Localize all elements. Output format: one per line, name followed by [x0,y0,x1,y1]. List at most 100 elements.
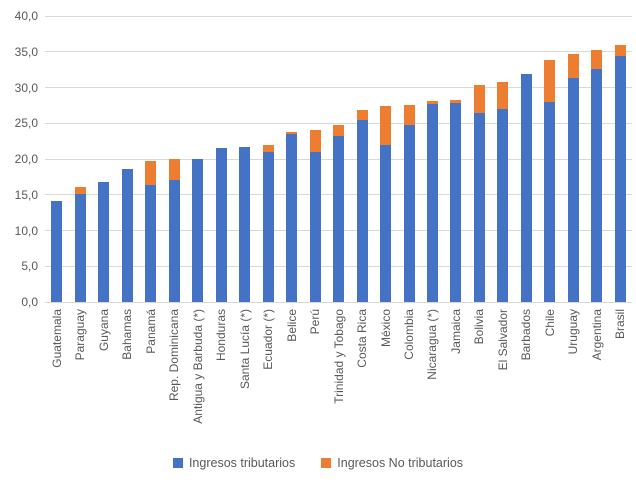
x-axis-label: Uruguay [566,309,581,355]
x-axis-label: Guatemala [49,309,64,368]
bar-segment-tributarios [51,201,63,302]
x-axis-label-slot: Jamaica [444,309,467,454]
x-axis-label-slot: Costa Rica [350,309,373,454]
x-axis-label-slot: El Salvador [491,309,514,454]
legend-swatch-tributarios [172,458,183,468]
y-axis-tick-label: 0,0 [21,295,38,309]
bar-Trinidad y Tobago [333,125,345,302]
y-axis-tick-label: 25,0 [14,116,38,131]
bar-segment-tributarios [520,73,532,302]
bar-Honduras [215,147,227,302]
bar-column [468,16,491,302]
bar-column [350,16,373,302]
bar-segment-tributarios [192,159,204,302]
x-axis-label-slot: Barbados [515,309,538,454]
bar-column [421,16,444,302]
bar-México [380,106,392,302]
x-axis-label: Antigua y Barbuda (*) [190,309,205,424]
bar-segment-no-tributarios [356,110,368,120]
bar-segment-tributarios [567,77,579,302]
bars-container [45,16,632,302]
bar-column [562,16,585,302]
x-axis-label: Ecuador (*) [261,309,276,370]
x-axis-label-slot: Belice [280,309,303,454]
bar-Panamá [145,161,157,302]
bar-segment-tributarios [473,112,485,302]
bar-segment-no-tributarios [403,105,415,126]
bar-column [444,16,467,302]
legend-label-no-tributarios: Ingresos No tributarios [337,456,464,470]
x-axis-label: Jamaica [448,309,463,354]
bar-segment-no-tributarios [333,125,345,137]
legend-swatch-no-tributarios [321,458,332,468]
bar-segment-no-tributarios [567,53,579,78]
bar-Jamaica [450,100,462,302]
bar-segment-no-tributarios [497,81,509,109]
x-axis-label: Honduras [214,309,229,362]
x-axis-label: México [378,309,393,348]
bar-Rep. Dominicana [168,159,180,302]
bar-segment-no-tributarios [426,101,438,104]
bar-segment-tributarios [74,194,86,302]
bar-segment-tributarios [262,151,274,302]
bar-segment-tributarios [497,108,509,302]
legend-item-no-tributarios: Ingresos No tributarios [321,456,463,470]
x-axis-label-slot: Rep. Dominicana [162,309,185,454]
x-axis-label: Nicaragua (*) [425,309,440,380]
bar-segment-tributarios [426,103,438,302]
bar-segment-no-tributarios [168,159,180,180]
bar-segment-no-tributarios [380,106,392,146]
bar-segment-tributarios [215,147,227,302]
bar-segment-no-tributarios [286,131,298,134]
x-axis-label-slot: Antigua y Barbuda (*) [186,309,209,454]
bar-segment-tributarios [356,119,368,302]
y-axis-tick-label: 40,0 [14,9,38,23]
gridline-40 [45,15,632,17]
bar-segment-tributarios [121,169,133,302]
x-axis-label-slot: Chile [538,309,561,454]
x-axis-label-slot: Ecuador (*) [256,309,279,454]
bar-Santa Lucía (*) [239,146,251,302]
bar-segment-no-tributarios [591,49,603,69]
bar-segment-no-tributarios [309,130,321,152]
gridline-30 [45,87,632,88]
bar-column [45,16,68,302]
bar-column [256,16,279,302]
bar-column [92,16,115,302]
bar-column [115,16,138,302]
bar-Belice [286,131,298,302]
x-axis-label: Chile [542,309,557,337]
x-axis-label-slot: Guatemala [45,309,68,454]
bar-column [609,16,632,302]
x-axis-label-slot: Trinidad y Tobago [327,309,350,454]
x-axis-label: Bahamas [120,309,135,360]
bar-segment-tributarios [591,68,603,302]
bar-Uruguay [567,53,579,302]
y-axis-tick-label: 35,0 [14,44,38,59]
bar-column [327,16,350,302]
bar-Chile [544,59,556,302]
bar-Ecuador (*) [262,144,274,302]
x-axis-label-slot: Panamá [139,309,162,454]
plot-area [45,15,632,303]
x-axis-label: Rep. Dominicana [167,309,182,402]
bar-column [303,16,326,302]
bar-segment-no-tributarios [145,161,157,185]
x-axis-label-slot: Bahamas [115,309,138,454]
x-axis: Guatemala Paraguay Guyana Bahamas Panamá Rep.… [45,309,632,454]
legend-item-tributarios: Ingresos tributarios [172,456,295,470]
bar-segment-tributarios [403,125,415,302]
x-axis-label: Barbados [519,309,534,361]
bar-segment-tributarios [544,101,556,302]
bar-segment-tributarios [380,145,392,302]
x-axis-label: Paraguay [73,309,88,361]
x-axis-label-slot: Nicaragua (*) [421,309,444,454]
bar-segment-no-tributarios [74,186,86,195]
y-axis-tick-label: 10,0 [14,223,38,238]
bar-Nicaragua (*) [426,101,438,302]
bar-segment-no-tributarios [614,45,626,57]
x-axis-label-slot: Paraguay [68,309,91,454]
x-axis-label-slot: Colombia [397,309,420,454]
bar-Guyana [98,181,110,302]
